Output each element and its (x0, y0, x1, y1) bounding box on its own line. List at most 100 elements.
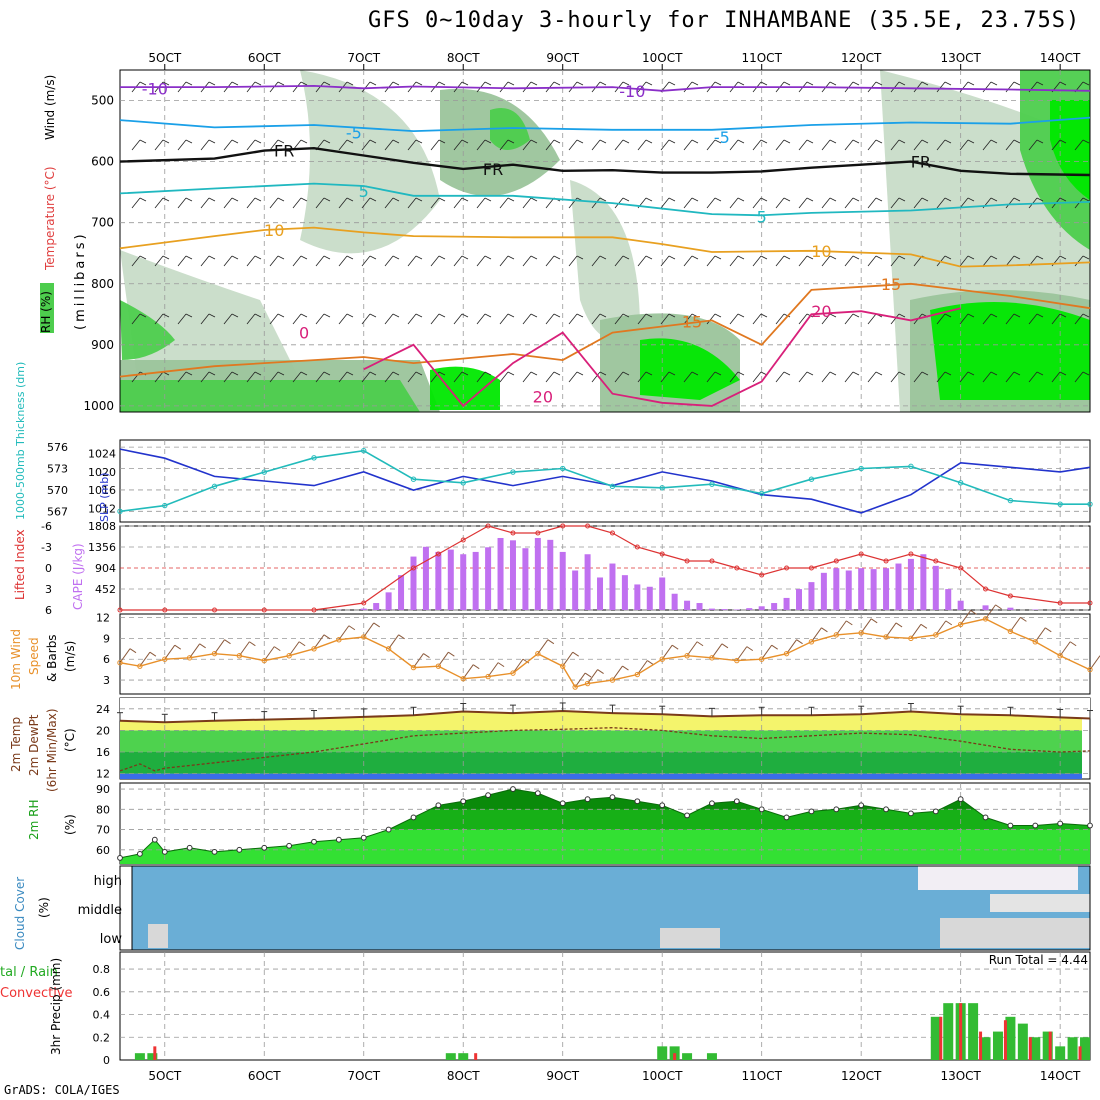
upper-wind-barb-flag (944, 255, 952, 260)
lifted-index-marker (808, 565, 814, 571)
surface-wind-barb-flag (721, 643, 729, 649)
upper-wind-barb-staff (959, 255, 969, 267)
upper-wind-barb-staff (361, 255, 371, 267)
upper-wind-barb (246, 371, 262, 383)
upper-wind-barb-staff (430, 313, 440, 325)
contour-label: 10 (811, 242, 831, 261)
surface-wind-barb-flag (348, 625, 356, 631)
precip-tick-label: 0.6 (93, 986, 111, 999)
lifted-index-marker (1087, 600, 1093, 606)
upper-wind-barb (154, 313, 170, 325)
upper-wind-barb (959, 139, 975, 151)
upper-wind-barb (154, 197, 170, 209)
upper-wind-barb-staff (913, 81, 923, 93)
precip-total-bar (1017, 1023, 1028, 1060)
upper-wind-barb (568, 255, 584, 267)
upper-wind-barb-staff (545, 313, 555, 325)
cape-bar (373, 603, 380, 610)
upper-wind-barb-flag (875, 197, 883, 202)
upper-wind-barb (407, 255, 423, 267)
upper-wind-barb-staff (1005, 371, 1015, 383)
thickness-line (119, 449, 1090, 513)
upper-wind-barb (1028, 313, 1044, 325)
upper-wind-barb-staff (499, 313, 509, 325)
upper-wind-barb-staff (1028, 139, 1038, 151)
upper-wind-barb (476, 313, 492, 325)
upper-wind-barb-flag (967, 313, 975, 318)
precip-label-total: tal / Rain (0, 965, 58, 980)
upper-wind-barb-flag (185, 81, 193, 86)
upper-wind-barb (177, 371, 193, 383)
upper-wind-barb-flag (323, 255, 331, 260)
surface-wind-barb (1089, 655, 1100, 670)
upper-wind-barb-staff (246, 371, 256, 383)
precip-total-bar (980, 1037, 991, 1060)
upper-wind-barb-flag (714, 81, 722, 86)
surface-wind-barb-flag (995, 604, 1002, 610)
upper-wind-barb-staff (315, 197, 325, 209)
upper-wind-barb-staff (269, 371, 279, 383)
upper-wind-barb (844, 197, 860, 209)
upper-wind-barb (706, 255, 722, 267)
upper-wind-barb-staff (407, 313, 417, 325)
time-label-bottom: 12OCT (841, 1069, 882, 1083)
upper-wind-barb-flag (576, 81, 584, 86)
upper-wind-barb-flag (714, 255, 722, 260)
upper-wind-barb-staff (338, 255, 348, 267)
upper-wind-barb-flag (944, 139, 952, 144)
rh-marker (311, 838, 317, 845)
rh-shading (300, 70, 440, 254)
rh-marker (161, 848, 168, 855)
surface-wind-barb (562, 651, 574, 667)
wind-speed-marker (684, 653, 690, 659)
cape-bar (559, 551, 566, 610)
upper-wind-barb-staff (775, 313, 785, 325)
upper-wind-barb-flag (921, 81, 929, 86)
upper-wind-barb-staff (476, 371, 486, 383)
contour-label: -10 (142, 79, 168, 98)
upper-wind-barb-staff (775, 255, 785, 267)
surface-wind-barb (761, 644, 773, 660)
upper-wind-barb-flag (783, 255, 791, 260)
upper-wind-barb-flag (1036, 255, 1044, 260)
upper-wind-barb-staff (545, 197, 555, 209)
upper-wind-barb-staff (522, 255, 532, 267)
rh-shading (120, 380, 420, 412)
upper-wind-barb-flag (760, 255, 768, 260)
cape-bar (945, 589, 952, 610)
upper-wind-barb-flag (599, 313, 607, 318)
rh-marker (684, 812, 690, 819)
temp-band (120, 730, 1082, 752)
contour-label: FR (483, 160, 503, 179)
wind-speed-marker (709, 655, 715, 661)
surface-wind-barb-flag (224, 639, 231, 645)
upper-wind-barb (660, 139, 676, 151)
upper-wind-barb-flag (300, 81, 308, 86)
surface-wind-barb-flag (323, 634, 331, 640)
cape-bar (820, 572, 827, 610)
time-label-top: 6OCT (248, 51, 281, 65)
li-tick-label: 3 (45, 583, 52, 596)
precip-total-bar (992, 1031, 1003, 1060)
upper-air-frame (119, 69, 1091, 413)
upper-wind-barb-staff (361, 313, 371, 325)
precip-convective-bar (1078, 1046, 1082, 1060)
upper-wind-barb-staff (1005, 313, 1015, 325)
upper-wind-barb-flag (392, 371, 400, 376)
surface-wind-barb-flag (298, 641, 306, 647)
rh-marker (385, 826, 392, 833)
upper-wind-barb-staff (269, 139, 279, 151)
upper-wind-barb-flag (783, 313, 791, 318)
temp-band (120, 773, 1082, 779)
upper-wind-barb-flag (783, 371, 791, 376)
cape-bar (385, 592, 392, 610)
upper-wind-barb-flag (645, 313, 653, 318)
wind-speed-marker (1032, 639, 1038, 645)
upper-wind-barb-staff (637, 139, 647, 151)
wind10-label-c: & Barbs (45, 634, 59, 682)
upper-wind-barb-staff (660, 255, 670, 267)
upper-wind-barb-flag (967, 255, 975, 260)
upper-wind-barb-flag (990, 139, 998, 144)
upper-wind-barb (545, 371, 561, 383)
upper-wind-barb (338, 313, 354, 325)
